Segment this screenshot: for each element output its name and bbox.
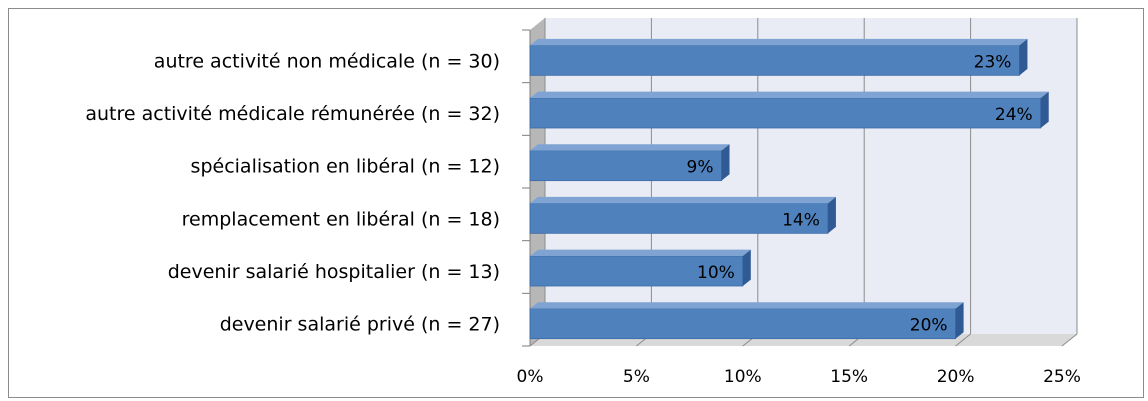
bar bbox=[529, 97, 1042, 129]
bar-top-face bbox=[530, 196, 836, 204]
x-tick-label: 10% bbox=[724, 367, 762, 387]
category-label: spécialisation en libéral (n = 12) bbox=[191, 156, 500, 178]
bar-side-face bbox=[955, 302, 964, 339]
x-tick-label: 5% bbox=[623, 367, 650, 387]
floor-gridline bbox=[955, 333, 971, 347]
x-tick-label: 25% bbox=[1043, 367, 1081, 387]
category-label: remplacement en libéral (n = 18) bbox=[182, 208, 500, 230]
x-tick-label: 20% bbox=[937, 367, 975, 387]
bar-side-face bbox=[742, 249, 751, 286]
data-label: 23% bbox=[974, 52, 1012, 72]
bar-top-face bbox=[530, 144, 730, 151]
bar-top-face bbox=[530, 302, 964, 309]
data-label: 24% bbox=[995, 105, 1033, 125]
data-label: 20% bbox=[910, 316, 948, 336]
bar-side-face bbox=[721, 144, 730, 181]
bar-side-face bbox=[1019, 38, 1028, 76]
bar bbox=[529, 255, 744, 287]
category-label: devenir salarié hospitalier (n = 13) bbox=[168, 261, 500, 283]
bar-top-face bbox=[530, 91, 1049, 98]
floor-gridline bbox=[1061, 333, 1078, 347]
bar bbox=[529, 150, 722, 182]
x-tick-label: 0% bbox=[517, 367, 544, 387]
bar-top-face bbox=[530, 38, 1028, 46]
data-label: 9% bbox=[687, 158, 714, 178]
bar-top-face bbox=[530, 249, 751, 256]
bar-side-face bbox=[827, 196, 836, 234]
bar bbox=[529, 308, 957, 340]
bar bbox=[529, 44, 1020, 76]
data-label: 10% bbox=[697, 263, 735, 283]
category-label: devenir salarié privé (n = 27) bbox=[220, 314, 500, 336]
x-tick-label: 15% bbox=[830, 367, 868, 387]
bar-side-face bbox=[1040, 91, 1049, 128]
data-label: 14% bbox=[782, 210, 820, 230]
category-label: autre activité non médicale (n = 30) bbox=[154, 50, 500, 72]
category-label: autre activité médicale rémunérée (n = 3… bbox=[85, 103, 500, 125]
